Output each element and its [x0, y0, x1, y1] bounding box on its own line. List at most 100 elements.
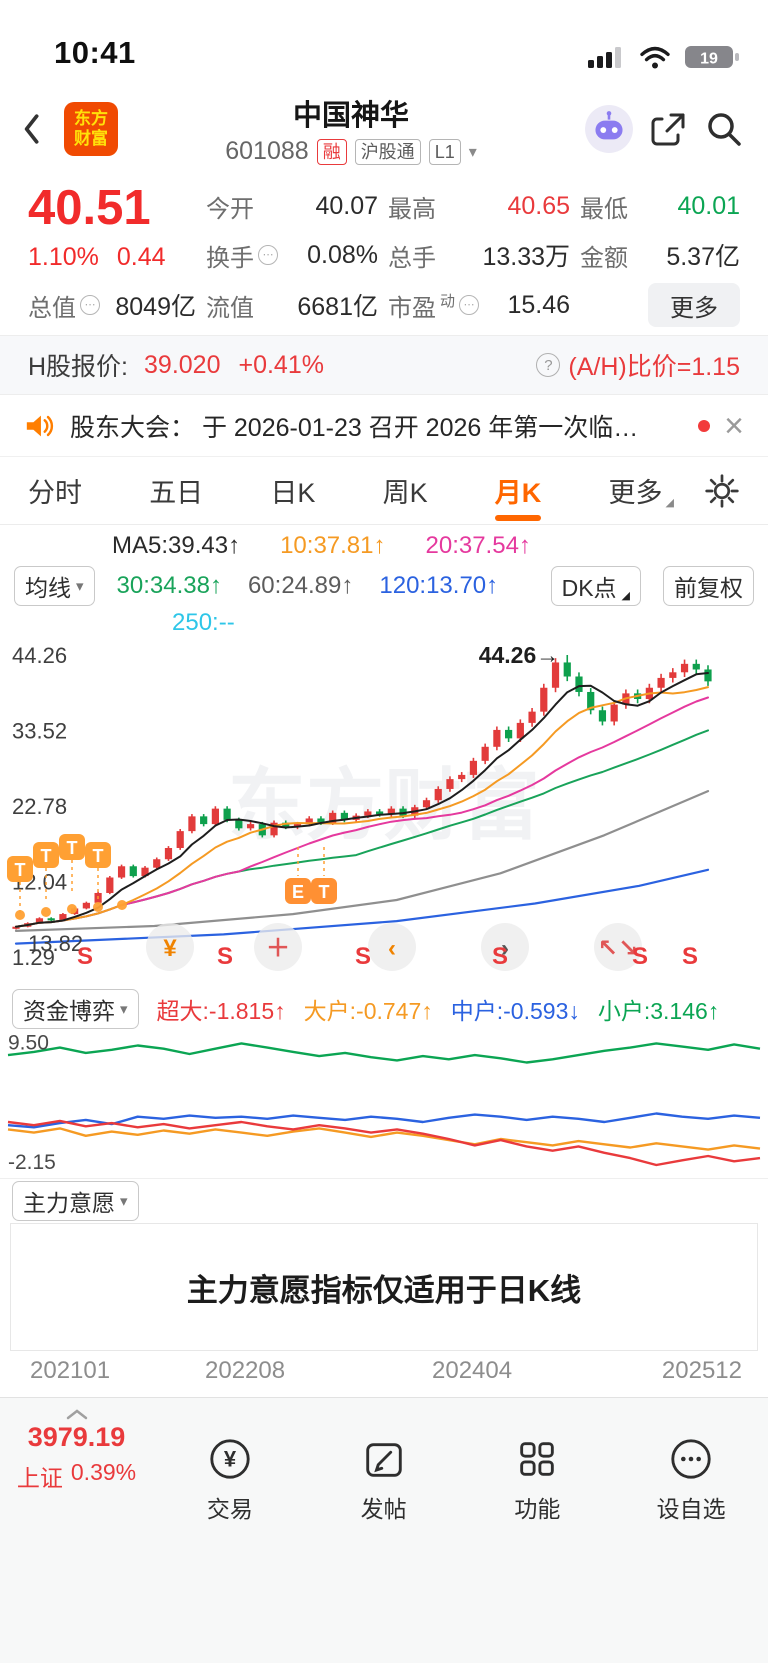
x-axis: 202101 202208 202404 202512 [0, 1351, 768, 1397]
apps-icon [514, 1436, 560, 1482]
zhuli-selector-label: 主力意愿 [23, 1190, 115, 1216]
event-marker[interactable] [285, 878, 311, 904]
svg-text:19: 19 [700, 51, 718, 68]
ma-legend-item: 30:34.38↑ [116, 572, 222, 599]
cellular-signal-icon [588, 47, 621, 68]
hk-quote-row[interactable]: H股报价: 39.020 +0.41% ? (A/H)比价=1.15 [0, 335, 768, 395]
fuquan-button[interactable]: 前复权 [663, 566, 754, 606]
info-icon[interactable]: ⋯ [258, 245, 278, 265]
tab-分时[interactable]: 分时 [28, 457, 82, 525]
field-value: 13.33万 [482, 243, 570, 271]
chart-tool-next[interactable]: › [481, 923, 529, 971]
unread-dot [698, 419, 711, 432]
nav-设自选[interactable]: 设自选 [614, 1408, 768, 1663]
tab-更多[interactable]: 更多 ◢ [608, 457, 673, 525]
tab-周K[interactable]: 周K [383, 457, 428, 525]
quote-field-总手: 总手 13.33万 [388, 231, 570, 279]
s-marker[interactable]: S [355, 943, 371, 970]
t-marker[interactable] [59, 834, 85, 860]
field-label: 总值 ⋯ [28, 288, 100, 323]
field-value: 0.08% [307, 240, 378, 269]
zhuli-selector[interactable]: 主力意愿 ▾ [12, 1181, 139, 1221]
field-label: 今开 [206, 195, 254, 223]
active-tab-underline [495, 514, 542, 521]
nav-index[interactable]: 3979.19 上证 0.39% [0, 1408, 153, 1663]
close-icon[interactable]: × [724, 406, 744, 445]
kline-chart[interactable]: 东方财富 44.26 33.52 22.78 12.04 1.29 13.82 44.26→ T… [0, 637, 768, 987]
y-axis-label: 22.78 [12, 794, 67, 819]
s-marker[interactable]: S [682, 943, 698, 970]
announcement-text[interactable]: 股东大会： 于 2026-01-23 召开 2026 年第一次临… [70, 413, 639, 442]
s-marker[interactable]: S [217, 943, 233, 970]
quote-panel: 40.51 1.10% 0.44 更多 今开 40.07 最高 40.65 最低 40.0… [0, 173, 768, 335]
chart-tool-money[interactable]: ¥ [146, 923, 194, 971]
quote-field-总值: 总值 ⋯ 8049亿 [28, 279, 196, 331]
hk-label: H股报价: [28, 353, 129, 381]
logo-text: 东方 [74, 109, 108, 129]
ma-selector[interactable]: 均线 ▾ [14, 566, 95, 606]
peak-annotation: 44.26→ [479, 642, 560, 668]
t-dot [41, 907, 51, 917]
chevron-down-icon: ▾ [120, 1001, 128, 1018]
indicator-selector[interactable]: 资金博弈 ▾ [12, 989, 139, 1029]
y-axis-label: 1.29 [12, 945, 55, 970]
s-marker[interactable]: S [77, 943, 93, 970]
chart-tabs: 分时 五日 日K 周K 月K 更多 ◢ [0, 457, 768, 525]
svg-text:›: › [501, 935, 509, 962]
event-marker[interactable] [311, 878, 337, 904]
dk-label: DK点 [561, 575, 617, 601]
ma-legend-item: 10:37.81↑ [280, 532, 386, 559]
bottom-nav: 3979.19 上证 0.39% ¥ 交易 发帖 功能 设自选 [0, 1397, 768, 1663]
tab-日K[interactable]: 日K [270, 457, 315, 525]
clock: 10:41 [54, 35, 136, 70]
nav-发帖[interactable]: 发帖 [307, 1408, 461, 1663]
help-icon[interactable]: ? [536, 353, 561, 377]
field-label: 换手 ⋯ [206, 238, 278, 273]
chevron-down-icon[interactable]: ▾ [468, 143, 477, 161]
chart-tool-add[interactable]: ＋ [254, 923, 302, 971]
svg-text:T: T [319, 882, 330, 902]
trade-icon: ¥ [207, 1436, 253, 1482]
announcement-bar[interactable]: 股东大会： 于 2026-01-23 召开 2026 年第一次临… × [0, 395, 768, 457]
search-icon[interactable] [702, 107, 746, 151]
zhuli-message: 主力意愿指标仅适用于日K线 [186, 1272, 582, 1308]
fund-battle-chart[interactable]: 9.50 -2.15 [0, 1031, 768, 1179]
ma-legend-item: 120:13.70↑ [379, 572, 499, 599]
settings-gear-icon[interactable] [704, 473, 740, 509]
s-marker[interactable]: S [632, 943, 648, 970]
t-marker[interactable] [7, 856, 33, 882]
field-label: 最高 [388, 195, 436, 223]
stock-title: 中国神华 [292, 100, 409, 132]
tab-label: 更多 [608, 478, 663, 508]
share-icon[interactable] [646, 107, 690, 151]
t-dot [117, 900, 127, 910]
tab-月K[interactable]: 月K [495, 457, 542, 525]
fund-series-中户 [7, 1112, 761, 1129]
info-icon[interactable]: ⋯ [80, 295, 100, 315]
field-value: 8049亿 [115, 293, 196, 321]
tab-label: 分时 [28, 478, 82, 508]
fund-legend-item: 小户:3.146↑ [597, 998, 720, 1024]
back-button[interactable] [22, 110, 52, 148]
chart-tool-prev[interactable]: ‹ [368, 923, 416, 971]
field-value: 6681亿 [297, 293, 378, 321]
tab-五日[interactable]: 五日 [149, 457, 203, 525]
dk-button[interactable]: DK点 ◢ [550, 566, 641, 606]
s-marker[interactable]: S [492, 943, 508, 970]
svg-text:E: E [292, 882, 304, 902]
chart-tool-expand[interactable]: ↖↘ [594, 923, 642, 971]
field-label: 最低 [580, 195, 628, 223]
chevron-down-icon: ▾ [76, 578, 84, 595]
more-button[interactable]: 更多 [648, 283, 740, 327]
chevron-down-icon: ◢ [665, 496, 674, 509]
info-icon[interactable]: ⋯ [459, 295, 480, 315]
assistant-avatar[interactable] [584, 104, 634, 154]
nav-交易[interactable]: ¥ 交易 [153, 1408, 307, 1663]
x-axis-label: 202101 [30, 1357, 111, 1384]
chevron-up-icon [66, 1409, 87, 1420]
fund-legend-item: 大户:-0.747↑ [303, 998, 433, 1024]
nav-功能[interactable]: 功能 [461, 1408, 615, 1663]
t-marker[interactable] [33, 842, 59, 868]
t-marker[interactable] [85, 842, 111, 868]
nav-item-label: 功能 [514, 1496, 561, 1522]
